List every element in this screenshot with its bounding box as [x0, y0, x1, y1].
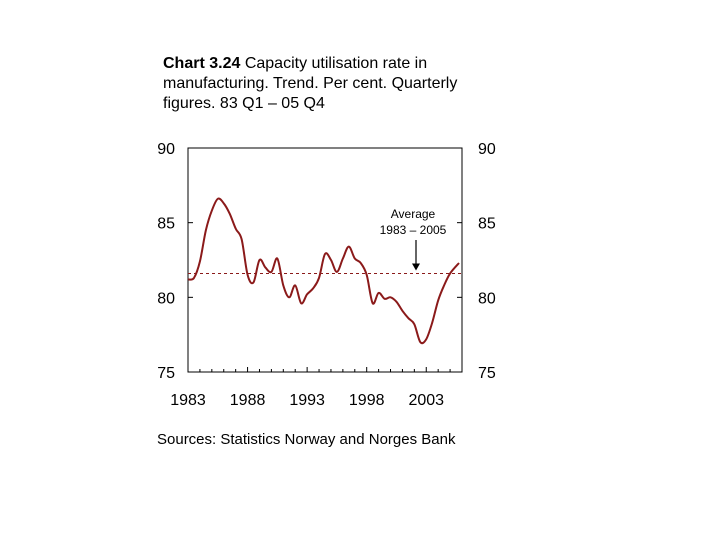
x-tick-label: 1983 [170, 392, 206, 409]
x-tick-label: 2003 [408, 392, 444, 409]
y-tick-label-right: 80 [478, 290, 496, 307]
average-label: Average [391, 207, 436, 221]
x-tick-label: 1998 [349, 392, 385, 409]
y-tick-label-right: 85 [478, 216, 496, 233]
series-line [187, 197, 460, 345]
chart-title-number: Chart 3.24 [163, 55, 241, 72]
y-tick-label-left: 90 [157, 141, 175, 158]
plot-frame [187, 147, 463, 373]
x-tick-label: 1993 [289, 392, 325, 409]
x-tick-label: 1988 [230, 392, 266, 409]
source-note: Sources: Statistics Norway and Norges Ba… [157, 431, 456, 448]
chart-title-text: Capacity utilisation rate in manufacturi… [163, 55, 458, 112]
y-tick-label-left: 75 [157, 365, 175, 382]
y-tick-label-left: 85 [157, 216, 175, 233]
average-period-label: 1983 – 2005 [380, 223, 447, 237]
y-tick-label-right: 75 [478, 365, 496, 382]
y-tick-label-left: 80 [157, 290, 175, 307]
average-arrow-head [412, 263, 420, 271]
y-tick-label-right: 90 [478, 141, 496, 158]
chart-title: Chart 3.24 Capacity utilisation rate in … [163, 54, 493, 114]
